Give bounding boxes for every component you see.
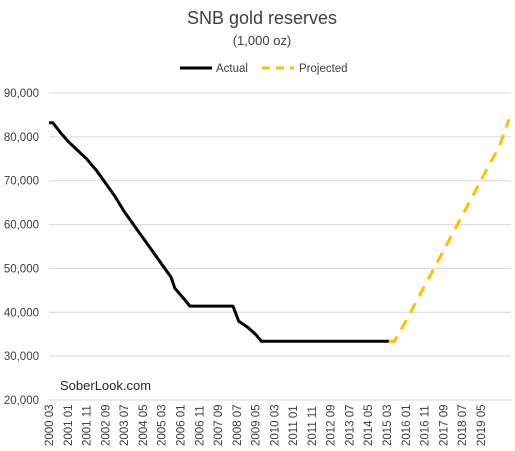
legend-label-projected: Projected bbox=[299, 63, 348, 75]
gridlines bbox=[49, 92, 511, 401]
x-axis-ticks: 2000 03 2001 01 2001 11 2002 09 2003 07 2004 … bbox=[44, 404, 488, 446]
series bbox=[49, 118, 511, 343]
x-tick-label: 2009 05 bbox=[251, 404, 263, 446]
series-line-projected bbox=[388, 118, 511, 343]
y-tick-label: 70,000 bbox=[4, 176, 39, 188]
y-tick-label: 20,000 bbox=[4, 395, 39, 407]
legend-label-actual: Actual bbox=[216, 63, 248, 75]
series-line-actual bbox=[49, 121, 389, 343]
y-tick-label: 30,000 bbox=[4, 351, 39, 363]
x-tick-label: 2011 01 bbox=[288, 405, 300, 446]
x-tick-label: 2001 01 bbox=[63, 404, 75, 446]
x-tick-label: 2001 11 bbox=[82, 405, 94, 446]
x-tick-label: 2002 09 bbox=[100, 404, 112, 446]
x-tick-label: 2013 07 bbox=[344, 404, 356, 446]
y-axis-ticks: 20,000 30,000 40,000 50,000 60,000 70,000 80,0… bbox=[4, 88, 39, 407]
x-tick-label: 2008 07 bbox=[232, 404, 244, 446]
y-tick-label: 50,000 bbox=[4, 263, 39, 275]
x-tick-label: 2004 05 bbox=[138, 404, 150, 446]
x-tick-label: 2011 11 bbox=[307, 406, 319, 446]
x-tick-label: 2012 09 bbox=[326, 404, 338, 446]
x-tick-label: 2010 03 bbox=[269, 404, 281, 446]
y-tick-label: 90,000 bbox=[4, 88, 39, 100]
x-tick-label: 2017 09 bbox=[438, 404, 450, 446]
y-tick-label: 40,000 bbox=[4, 307, 39, 319]
x-tick-label: 2018 07 bbox=[457, 404, 469, 446]
y-tick-label: 60,000 bbox=[4, 220, 39, 232]
legend: Actual Projected bbox=[180, 63, 348, 75]
x-tick-label: 2015 03 bbox=[382, 404, 394, 446]
x-tick-label: 2003 07 bbox=[119, 404, 131, 446]
x-tick-label: 2014 05 bbox=[363, 404, 375, 446]
chart-subtitle: (1,000 oz) bbox=[233, 33, 292, 48]
x-tick-label: 2006 01 bbox=[176, 404, 188, 446]
chart-title: SNB gold reserves bbox=[187, 8, 337, 28]
x-tick-label: 2006 11 bbox=[194, 405, 206, 446]
x-tick-label: 2007 09 bbox=[213, 404, 225, 446]
x-tick-label: 2000 03 bbox=[44, 404, 56, 446]
x-tick-label: 2016 11 bbox=[420, 405, 432, 446]
x-tick-label: 2005 03 bbox=[157, 404, 169, 446]
watermark: SoberLook.com bbox=[60, 378, 151, 393]
x-tick-label: 2016 01 bbox=[401, 404, 413, 446]
y-tick-label: 80,000 bbox=[4, 132, 39, 144]
x-tick-label: 2019 05 bbox=[476, 404, 488, 446]
